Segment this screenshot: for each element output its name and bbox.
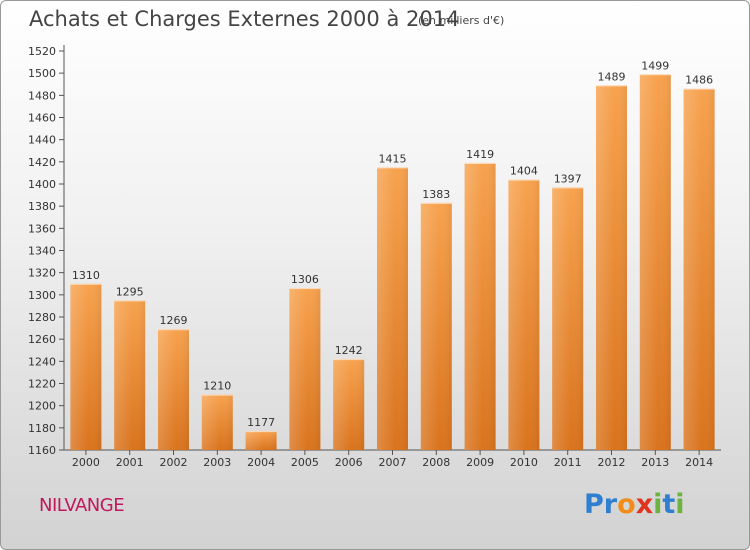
chart-title: Achats et Charges Externes 2000 à 2014 <box>29 7 460 31</box>
bar-shine <box>70 283 102 450</box>
axes: 1160 1180 1200 1220 1240 1260 1280 1300 1320 1340… <box>28 45 721 469</box>
bar-shine <box>596 85 627 450</box>
x-tick-label: 2001 <box>116 456 144 469</box>
x-tick-label: 2005 <box>291 456 319 469</box>
data-label: 1404 <box>510 165 538 178</box>
data-label: 1210 <box>203 380 231 393</box>
y-tick-label: 1200 <box>28 400 56 413</box>
x-tick-label: 2014 <box>685 456 713 469</box>
y-tick-label: 1520 <box>28 45 56 58</box>
x-tick-label: 2000 <box>72 456 100 469</box>
logo-letter: x <box>635 489 654 520</box>
y-tick-label: 1500 <box>28 67 56 80</box>
data-label: 1295 <box>116 285 144 298</box>
data-label: 1269 <box>160 314 188 327</box>
bar-shine <box>464 162 496 451</box>
x-tick-label: 2012 <box>598 456 626 469</box>
y-tick-label: 1340 <box>28 245 56 258</box>
bars <box>70 74 715 451</box>
y-tick-label: 1280 <box>28 311 56 324</box>
bar-shine <box>333 359 365 450</box>
x-tick-label: 2010 <box>510 456 538 469</box>
bar-shine <box>639 74 671 451</box>
data-label: 1419 <box>466 148 494 161</box>
x-tick-label: 2002 <box>160 456 188 469</box>
data-label: 1177 <box>247 416 275 429</box>
bar-shine <box>289 288 321 450</box>
bar-shine <box>245 431 277 450</box>
chart-subtitle: (en milliers d'€) <box>418 14 505 27</box>
y-tick-label: 1180 <box>28 422 56 435</box>
data-label: 1306 <box>291 273 319 286</box>
x-tick-label: 2013 <box>641 456 669 469</box>
y-tick-label: 1160 <box>28 444 56 457</box>
y-tick-label: 1380 <box>28 200 56 213</box>
town-name: NILVANGE <box>39 495 125 516</box>
y-tick-label: 1300 <box>28 289 56 302</box>
y-tick-label: 1460 <box>28 112 56 125</box>
bar-shine <box>420 202 452 450</box>
logo-letter: i <box>675 489 685 520</box>
data-labels: 1310 1295 1269 1210 1177 1306 1242 1415 1383 1419… <box>72 59 713 429</box>
data-label: 1486 <box>685 74 713 87</box>
y-tick-label: 1220 <box>28 378 56 391</box>
x-tick-label: 2004 <box>247 456 275 469</box>
data-label: 1415 <box>379 152 407 165</box>
y-tick-label: 1400 <box>28 178 56 191</box>
x-tick-label: 2011 <box>554 456 582 469</box>
data-label: 1499 <box>641 59 669 72</box>
y-tick-label: 1260 <box>28 333 56 346</box>
y-tick-label: 1440 <box>28 134 56 147</box>
x-tick-label: 2003 <box>203 456 231 469</box>
y-tick-label: 1480 <box>28 89 56 102</box>
x-tick-label: 2008 <box>422 456 450 469</box>
logo-letter: i <box>653 489 663 520</box>
bar-shine <box>201 394 233 450</box>
bar-shine <box>158 329 189 450</box>
bar-shine <box>683 88 715 450</box>
data-label: 1310 <box>72 269 100 282</box>
proxiti-logo: Proxiti <box>584 489 685 520</box>
bar-shine <box>114 300 146 450</box>
bar-shine <box>508 179 540 451</box>
y-tick-label: 1240 <box>28 355 56 368</box>
logo-letter: r <box>603 489 618 520</box>
y-tick-label: 1420 <box>28 156 56 169</box>
x-tick-label: 2009 <box>466 456 494 469</box>
x-tick-label: 2006 <box>335 456 363 469</box>
logo-letter: t <box>662 489 676 520</box>
data-label: 1397 <box>554 172 582 185</box>
y-tick-label: 1360 <box>28 222 56 235</box>
x-tick-label: 2007 <box>379 456 407 469</box>
logo-letter: P <box>584 489 604 520</box>
data-label: 1242 <box>335 344 363 357</box>
data-label: 1489 <box>598 70 626 83</box>
logo-letter: o <box>617 489 636 520</box>
bar-shine <box>377 167 408 450</box>
bar-shine <box>552 187 584 450</box>
y-tick-label: 1320 <box>28 267 56 280</box>
data-label: 1383 <box>422 188 450 201</box>
